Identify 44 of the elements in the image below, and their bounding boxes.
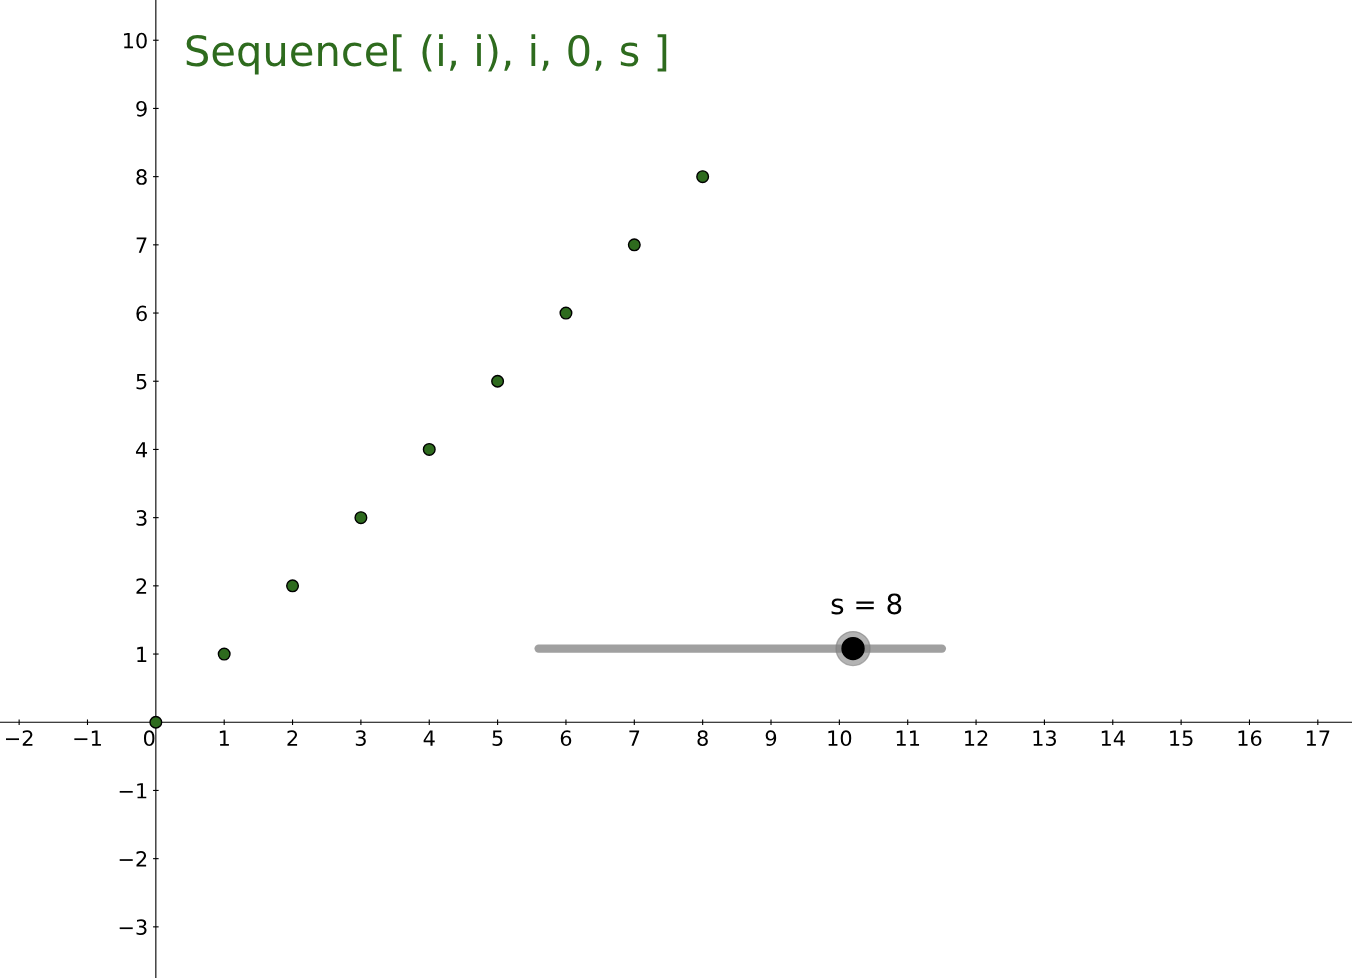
y-tick-label: 8 xyxy=(136,169,147,185)
x-tick-label: 10 xyxy=(828,730,852,747)
y-tick-label: 4 xyxy=(135,442,148,458)
x-tick-label: −2 xyxy=(5,730,33,746)
x-tick-label: 11 xyxy=(896,730,920,746)
point xyxy=(696,170,710,184)
x-tick-label: 8 xyxy=(697,730,708,747)
point xyxy=(491,374,505,388)
x-tick-label: 7 xyxy=(629,730,640,746)
x-tick-label: 15 xyxy=(1170,730,1193,747)
y-tick-label: 9 xyxy=(136,100,147,117)
y-tick-label: 3 xyxy=(136,510,147,526)
y-tick-label: 5 xyxy=(136,373,147,390)
point xyxy=(354,511,368,525)
y-tick-label: 10 xyxy=(123,32,147,49)
annotation: s = 8 xyxy=(831,593,902,615)
x-tick-label: 4 xyxy=(423,730,435,746)
x-tick-label: 1 xyxy=(219,730,229,746)
text: Sequence[ (i, i), i, 0, s ] xyxy=(186,34,667,75)
x-tick-label: 3 xyxy=(355,730,366,747)
point xyxy=(286,579,300,593)
y-tick-label: 2 xyxy=(136,578,147,594)
x-tick-label: 17 xyxy=(1306,730,1330,746)
x-tick-label: 16 xyxy=(1238,730,1262,747)
x-tick-label: 0 xyxy=(143,730,155,747)
y-tick-label: 7 xyxy=(136,237,147,253)
y-tick-label: 1 xyxy=(137,646,147,662)
y-tick-label: −3 xyxy=(119,919,147,936)
x-tick-label: 5 xyxy=(492,730,503,747)
point xyxy=(422,442,436,456)
x-tick-label: 9 xyxy=(765,730,777,747)
y-tick-label: −2 xyxy=(119,851,147,867)
point xyxy=(149,715,163,729)
y-tick-label: 6 xyxy=(136,305,147,322)
x-tick-label: 13 xyxy=(1033,730,1056,747)
point xyxy=(217,647,231,661)
y-tick-label: −1 xyxy=(119,783,147,799)
x-tick-label: −1 xyxy=(74,730,101,746)
x-tick-label: 2 xyxy=(287,730,298,746)
point xyxy=(627,238,641,252)
x-tick-label: 12 xyxy=(965,730,988,746)
x-tick-label: 6 xyxy=(560,730,572,747)
x-tick-label: 14 xyxy=(1101,730,1125,746)
point xyxy=(559,306,573,320)
